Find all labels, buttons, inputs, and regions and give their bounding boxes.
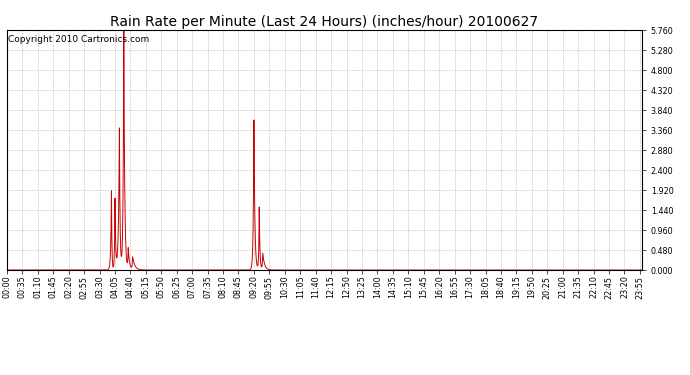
Text: Copyright 2010 Cartronics.com: Copyright 2010 Cartronics.com <box>8 35 150 44</box>
Title: Rain Rate per Minute (Last 24 Hours) (inches/hour) 20100627: Rain Rate per Minute (Last 24 Hours) (in… <box>110 15 538 29</box>
